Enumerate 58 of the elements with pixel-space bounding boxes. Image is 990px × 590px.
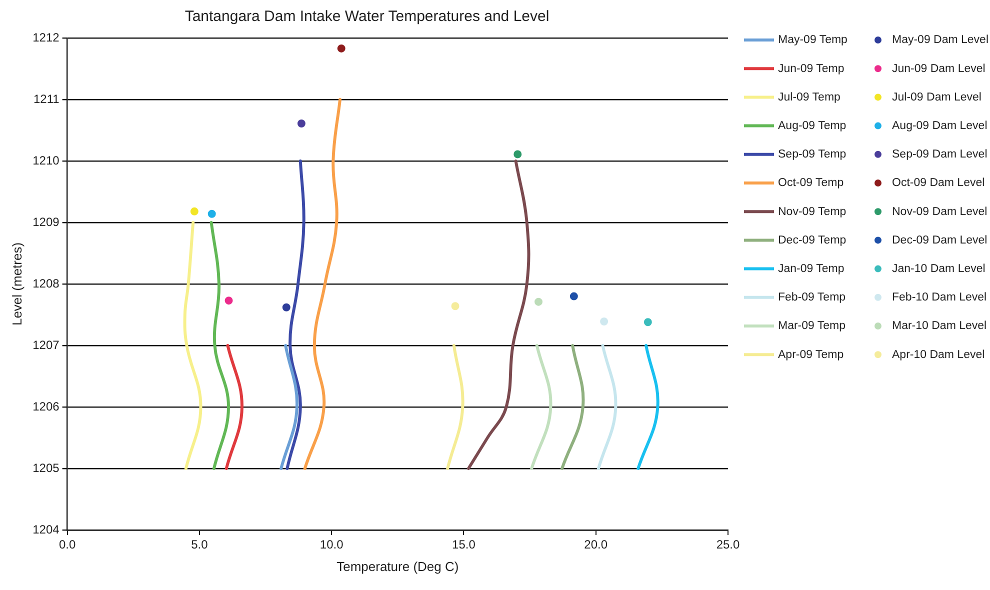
legend-label: Dec-09 Temp (778, 234, 846, 246)
y-tick-label: 1209 (32, 214, 60, 229)
y-tick-label: 1208 (32, 276, 60, 290)
y-tick-label: 1211 (33, 92, 60, 106)
legend-label: Feb-10 Dam Level (892, 292, 987, 304)
y-tick-label: 1207 (32, 338, 60, 352)
point (451, 302, 460, 310)
legend-label: Dec-09 Dam Level (892, 234, 988, 246)
point (282, 303, 290, 312)
legend-label: Jul-09 Dam Level (892, 91, 982, 104)
x-tick-label: 5.0 (191, 538, 208, 552)
x-tick-label: 10.0 (320, 538, 344, 552)
y-axis-title: Level (metres) (9, 242, 24, 326)
y-tick-label: 1205 (32, 460, 60, 475)
legend-label: Feb-09 Temp (778, 292, 846, 304)
x-tick-label: 0.0 (58, 538, 76, 552)
point (208, 210, 216, 218)
legend-label: Sep-09 Dam Level (892, 148, 988, 161)
legend-label: Oct-09 Dam Level (892, 177, 985, 190)
line-series (303, 98, 342, 470)
point (570, 292, 578, 300)
line-series (286, 160, 306, 470)
point (644, 318, 652, 326)
legend-label: Nov-09 Dam Level (892, 206, 988, 218)
legend-label: Apr-09 Temp (778, 348, 844, 361)
legend-label: Oct-09 Temp (778, 177, 844, 190)
point (514, 150, 522, 158)
chart-title: Tantangara Dam Intake Water Temperatures and Level (184, 8, 550, 26)
y-tick-label: 1212 (32, 30, 60, 44)
legend-label: Jan-09 Temp (778, 262, 844, 275)
point (600, 318, 608, 326)
legend-label: May-09 Dam Level (892, 34, 989, 46)
y-tick-label: 1210 (32, 153, 60, 168)
legend-label: Apr-10 Dam Level (892, 348, 985, 361)
legend-label: Aug-09 Dam Level (892, 120, 988, 132)
line-series (210, 221, 230, 470)
legend-label: Sep-09 Temp (778, 148, 846, 161)
line-series (183, 221, 202, 470)
point (297, 119, 306, 128)
legend-label: Mar-09 Temp (778, 320, 846, 332)
legend-label: Jun-09 Dam Level (892, 62, 986, 75)
legend-label: Jun-09 Temp (778, 62, 844, 75)
legend-label: Aug-09 Temp (778, 120, 846, 132)
x-tick-label: 25.0 (716, 538, 740, 552)
x-tick-label: 20.0 (584, 538, 608, 552)
legend-label: Mar-10 Dam Level (892, 320, 987, 332)
point (224, 296, 233, 305)
x-axis-title: Temperature (Deg C) (336, 558, 459, 574)
point (190, 207, 198, 216)
point (337, 44, 346, 52)
point (534, 298, 543, 306)
legend-label: Jul-09 Temp (778, 91, 840, 104)
legend-label: May-09 Temp (778, 34, 848, 46)
y-tick-label: 1204 (32, 522, 60, 536)
legend-label: Jan-10 Dam Level (892, 262, 986, 275)
legend-label: Nov-09 Temp (778, 206, 846, 218)
x-tick-label: 15.0 (452, 538, 476, 552)
y-tick-label: 1206 (32, 399, 60, 414)
